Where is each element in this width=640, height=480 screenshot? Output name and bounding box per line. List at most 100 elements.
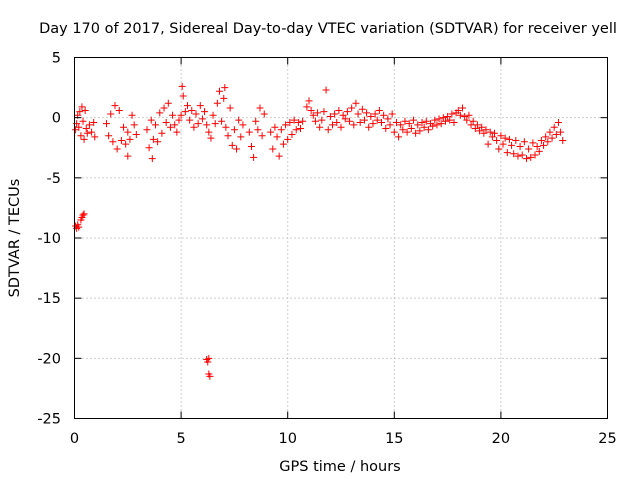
data-point — [220, 94, 228, 102]
data-point — [546, 128, 554, 136]
data-point — [237, 133, 245, 141]
data-point — [113, 145, 121, 153]
data-point — [352, 99, 360, 107]
data-point — [85, 121, 93, 129]
data-point — [314, 109, 322, 117]
data-point — [461, 112, 469, 120]
data-point — [488, 133, 496, 141]
data-point — [363, 109, 371, 117]
data-point — [83, 129, 91, 137]
data-point — [459, 104, 467, 112]
data-point — [510, 150, 518, 158]
data-point — [433, 121, 441, 129]
data-point — [328, 121, 336, 129]
data-point — [205, 354, 213, 362]
data-point — [473, 121, 481, 129]
data-point — [166, 123, 174, 131]
data-point — [80, 135, 88, 143]
data-point — [540, 141, 548, 149]
data-point — [348, 104, 356, 112]
data-point — [341, 115, 349, 123]
data-point — [365, 123, 373, 131]
data-point — [350, 121, 358, 129]
data-point — [493, 137, 501, 145]
data-point — [79, 211, 87, 219]
data-point — [422, 117, 430, 125]
data-point — [260, 110, 268, 118]
data-point — [548, 134, 556, 142]
data-point — [76, 108, 84, 116]
data-point — [79, 117, 87, 125]
data-point — [444, 112, 452, 120]
data-point — [542, 133, 550, 141]
data-point — [145, 144, 153, 152]
data-point — [192, 110, 200, 118]
data-point — [221, 84, 229, 92]
data-point — [388, 110, 396, 118]
y-tick-label: -15 — [37, 291, 61, 307]
data-point — [416, 127, 424, 135]
data-point — [505, 135, 513, 143]
data-point — [557, 128, 565, 136]
data-point — [88, 128, 96, 136]
x-tick-label: 20 — [492, 431, 510, 447]
data-point — [439, 114, 447, 122]
data-point — [91, 133, 99, 141]
data-point — [188, 106, 196, 114]
y-tick-label: -25 — [37, 412, 61, 428]
data-point — [371, 110, 379, 118]
plot-frame — [74, 57, 608, 419]
data-point — [367, 112, 375, 120]
data-point — [395, 133, 403, 141]
data-point — [213, 99, 221, 107]
data-point — [405, 120, 413, 128]
data-point — [550, 123, 558, 131]
data-point — [525, 145, 533, 153]
data-point — [552, 131, 560, 139]
data-point — [358, 105, 366, 113]
data-point — [339, 111, 347, 119]
data-point — [183, 102, 191, 110]
x-tick-label: 10 — [278, 431, 296, 447]
data-point — [122, 140, 130, 148]
y-tick-label: -5 — [47, 171, 61, 187]
data-point — [156, 109, 164, 117]
data-point — [190, 123, 198, 131]
data-point — [356, 118, 364, 126]
data-point — [130, 121, 138, 129]
data-point — [522, 155, 530, 163]
data-point — [169, 111, 177, 119]
x-tick-label: 15 — [385, 431, 403, 447]
data-point — [206, 372, 214, 380]
data-point — [382, 124, 390, 132]
data-point — [424, 126, 432, 134]
data-point — [286, 118, 294, 126]
data-point — [196, 102, 204, 110]
data-point — [218, 117, 226, 125]
data-point — [160, 104, 168, 112]
y-axis-label: SDTVAR / TECUs — [7, 179, 23, 298]
data-point — [401, 117, 409, 125]
data-point — [384, 115, 392, 123]
data-point — [491, 129, 499, 137]
data-point — [307, 106, 315, 114]
data-point — [267, 128, 275, 136]
data-point — [446, 116, 454, 124]
data-point — [233, 145, 241, 153]
data-point — [282, 121, 290, 129]
data-point — [533, 143, 541, 151]
data-point — [535, 147, 543, 155]
data-point — [78, 103, 86, 111]
data-point — [429, 122, 437, 130]
data-point — [375, 106, 383, 114]
data-point — [80, 210, 88, 218]
data-point — [271, 123, 279, 131]
data-point — [124, 128, 132, 136]
data-point — [207, 134, 215, 142]
data-point — [245, 128, 253, 136]
data-point — [105, 132, 113, 140]
data-point — [380, 111, 388, 119]
data-point — [520, 138, 528, 146]
data-point — [294, 118, 302, 126]
data-point — [177, 111, 185, 119]
